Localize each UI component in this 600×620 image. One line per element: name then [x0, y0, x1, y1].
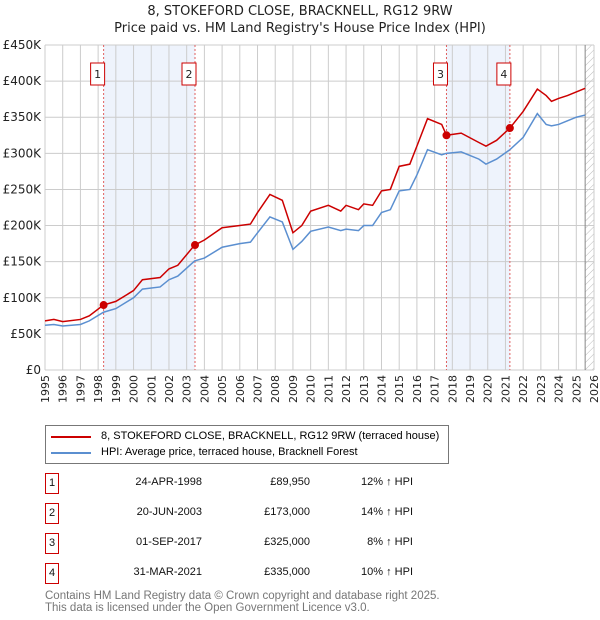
- sale-row: 3 01-SEP-2017 £325,000 8% ↑ HPI: [45, 533, 413, 554]
- legend-item-property: 8, STOKEFORD CLOSE, BRACKNELL, RG12 9RW …: [51, 430, 439, 443]
- series-line-hpi: [44, 112, 586, 327]
- sale-price: £325,000: [264, 536, 310, 548]
- sale-marker-badge: 3: [45, 533, 59, 554]
- y-tick-label: £450K: [3, 38, 43, 52]
- shaded-range: [446, 45, 510, 370]
- sale-price: £335,000: [264, 566, 310, 578]
- shaded-range: [103, 45, 196, 370]
- legend-swatch-hpi: [51, 451, 91, 454]
- sale-price: £173,000: [264, 506, 310, 518]
- x-tick-label: 2013: [358, 375, 371, 403]
- x-tick-label: 1995: [39, 375, 52, 403]
- x-tick-label: 2006: [234, 375, 247, 403]
- legend-label: 8, STOKEFORD CLOSE, BRACKNELL, RG12 9RW …: [101, 430, 440, 442]
- x-tick-label: 2016: [411, 375, 424, 403]
- sale-marker-label: 2: [186, 68, 193, 81]
- sale-marker-box: [432, 62, 448, 86]
- x-tick-label: 2001: [145, 375, 158, 403]
- sale-hpi-diff: 14% ↑ HPI: [361, 506, 413, 518]
- x-tick-label: 2017: [429, 375, 442, 403]
- sale-marker-label: 4: [500, 68, 507, 81]
- sale-marker-badge: 2: [45, 503, 59, 524]
- sale-row: 2 20-JUN-2003 £173,000 14% ↑ HPI: [45, 503, 413, 524]
- y-tick-label: £50K: [10, 327, 42, 341]
- sale-hpi-diff: 10% ↑ HPI: [361, 566, 413, 578]
- x-tick-label: 2024: [553, 375, 566, 403]
- sale-date: 31-MAR-2021: [133, 566, 202, 578]
- x-tick-label: 2012: [340, 375, 353, 403]
- x-tick-label: 1996: [57, 375, 70, 403]
- plot-area: 1995 1996 1997 1998 1999 2000 2001 2002 2003 2004…: [3, 38, 600, 403]
- footer: Contains HM Land Registry data © Crown c…: [45, 590, 440, 614]
- legend-item-hpi: HPI: Average price, terraced house, Brac…: [51, 446, 358, 459]
- y-tick-label: £150K: [3, 255, 43, 269]
- sale-date: 01-SEP-2017: [135, 536, 202, 548]
- sale-date: 20-JUN-2003: [136, 506, 202, 518]
- y-tick-label: £300K: [3, 146, 43, 160]
- x-tick-label: 2021: [499, 375, 512, 403]
- y-tick-label: £200K: [3, 219, 43, 233]
- footer-line: Contains HM Land Registry data © Crown c…: [45, 590, 440, 602]
- sale-marker-box: [496, 62, 512, 86]
- sale-marker-box: [90, 62, 106, 86]
- sale-row: 4 31-MAR-2021 £335,000 10% ↑ HPI: [45, 563, 413, 584]
- sale-marker-badge: 1: [45, 473, 59, 494]
- sale-hpi-diff: 12% ↑ HPI: [361, 476, 413, 488]
- sale-point: [442, 131, 451, 140]
- sale-marker-box: [181, 62, 197, 86]
- x-tick-label: 2011: [322, 375, 335, 403]
- x-tick-label: 2005: [216, 375, 229, 403]
- x-tick-label: 1999: [110, 375, 123, 403]
- x-tick-label: 2000: [128, 375, 141, 403]
- chart-title: 8, STOKEFORD CLOSE, BRACKNELL, RG12 9RW: [147, 4, 453, 19]
- sale-point: [99, 301, 108, 310]
- sale-point: [505, 124, 514, 133]
- legend: 8, STOKEFORD CLOSE, BRACKNELL, RG12 9RW …: [45, 425, 449, 464]
- x-tick-label: 2022: [517, 375, 530, 403]
- y-tick-label: £250K: [3, 182, 43, 196]
- sale-date: 24-APR-1998: [135, 476, 202, 488]
- x-tick-label: 2008: [269, 375, 282, 403]
- x-tick-label: 2004: [198, 375, 211, 403]
- x-tick-label: 2020: [482, 375, 495, 403]
- sale-marker-label: 3: [437, 68, 444, 81]
- y-tick-label: £100K: [3, 291, 43, 305]
- y-tick-label: £350K: [3, 110, 43, 124]
- x-tick-label: 2003: [181, 375, 194, 403]
- sale-price: £89,950: [270, 476, 310, 488]
- x-tick-label: 1998: [92, 375, 105, 403]
- footer-line: This data is licensed under the Open Gov…: [45, 602, 370, 614]
- x-tick-label: 2009: [287, 375, 300, 403]
- x-tick-label: 2002: [163, 375, 176, 403]
- forecast-hatch: [585, 45, 594, 370]
- x-tick-label: 2010: [305, 375, 318, 403]
- legend-label: HPI: Average price, terraced house, Brac…: [101, 446, 358, 458]
- legend-swatch-property: [51, 435, 91, 438]
- sale-hpi-diff: 8% ↑ HPI: [367, 536, 413, 548]
- chart-subtitle: Price paid vs. HM Land Registry's House …: [114, 21, 486, 36]
- x-tick-label: 2023: [535, 375, 548, 403]
- x-tick-label: 2025: [570, 375, 583, 403]
- x-tick-label: 1997: [74, 375, 87, 403]
- x-tick-label: 2026: [588, 375, 600, 403]
- x-tick-label: 2015: [393, 375, 406, 403]
- y-tick-label: £0: [26, 363, 41, 377]
- sale-marker-badge: 4: [45, 563, 59, 584]
- x-tick-label: 2007: [252, 375, 265, 403]
- sale-row: 1 24-APR-1998 £89,950 12% ↑ HPI: [45, 473, 413, 494]
- y-tick-label: £400K: [3, 74, 43, 88]
- x-tick-label: 2019: [464, 375, 477, 403]
- x-tick-label: 2018: [446, 375, 459, 403]
- sale-point: [191, 241, 200, 250]
- sale-marker-label: 1: [94, 68, 101, 81]
- x-tick-label: 2014: [375, 375, 388, 403]
